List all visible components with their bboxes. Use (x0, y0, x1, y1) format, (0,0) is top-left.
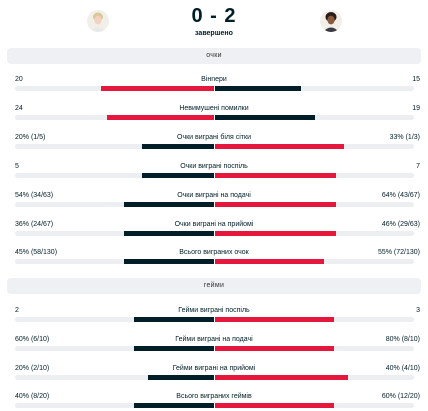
away-bar-fill (215, 346, 334, 351)
away-bar-fill (215, 375, 348, 380)
stat-row: 60% (6/10) Гейми виграні на подачі 80% (… (0, 333, 428, 357)
stat-label: Гейми виграні на подачі (175, 336, 253, 343)
away-value: 33% (1/3) (389, 134, 420, 141)
away-value: 7 (416, 163, 420, 170)
stat-label: Очки виграні біля сітки (177, 134, 251, 141)
match-status: завершено (195, 30, 233, 37)
stat-label: Гейми виграні поспіль (178, 307, 250, 314)
home-value: 60% (6/10) (15, 336, 50, 343)
away-bar-fill (215, 115, 315, 120)
stat-row: 20% (2/10) Гейми виграні на прийомі 40% … (0, 362, 428, 386)
stat-label: Всього виграних геймів (176, 393, 252, 400)
home-value: 40% (8/20) (15, 393, 50, 400)
stat-row: 36% (24/67) Очки виграні на прийомі 46% … (0, 218, 428, 242)
home-bar-track (15, 231, 214, 236)
match-score: 0 - 2 (191, 5, 237, 27)
stat-label: Очки виграні на прийомі (174, 221, 254, 228)
stat-label: Гейми виграні на прийомі (172, 365, 256, 372)
home-value: 45% (58/130) (15, 249, 58, 256)
home-bar-track (15, 144, 214, 149)
away-value: 55% (72/130) (377, 249, 420, 256)
away-bar-track (215, 144, 414, 149)
stat-label: Всього виграних очок (179, 249, 249, 256)
stat-label: Очки виграні на подачі (177, 192, 251, 199)
away-bar-track (215, 173, 414, 178)
away-bar-track (215, 317, 414, 322)
home-value: 36% (24/67) (15, 221, 54, 228)
home-bar-fill (134, 317, 214, 322)
away-bar-track (215, 403, 414, 408)
away-value: 46% (29/63) (381, 221, 420, 228)
home-bar-track (15, 259, 214, 264)
section-header-games: гейми (7, 278, 421, 294)
away-value: 64% (43/67) (381, 192, 420, 199)
home-bar-fill (124, 202, 214, 207)
away-bar-fill (215, 317, 334, 322)
home-bar-track (15, 346, 214, 351)
home-bar-fill (134, 346, 214, 351)
away-bar-fill (215, 403, 334, 408)
stat-label: Очки виграні поспіль (180, 163, 248, 170)
home-bar-track (15, 173, 214, 178)
away-bar-fill (215, 144, 344, 149)
away-bar-fill (215, 173, 336, 178)
home-bar-fill (101, 86, 214, 91)
match-header: 0 - 2 завершено (0, 0, 428, 44)
stat-row: 40% (8/20) Всього виграних геймів 60% (1… (0, 390, 428, 411)
away-bar-track (215, 115, 414, 120)
away-bar-track (215, 86, 414, 91)
away-player-avatar[interactable] (320, 10, 342, 32)
home-bar-fill (134, 403, 214, 408)
away-value: 19 (412, 105, 420, 112)
away-value: 15 (412, 76, 420, 83)
away-bar-fill (215, 202, 336, 207)
home-value: 20% (2/10) (15, 365, 50, 372)
away-bar-track (215, 259, 414, 264)
away-bar-track (215, 375, 414, 380)
home-value: 2 (15, 307, 19, 314)
away-value: 3 (416, 307, 420, 314)
stat-label: Невимушені помилки (179, 105, 249, 112)
away-value: 60% (12/20) (381, 393, 420, 400)
home-bar-fill (142, 173, 214, 178)
stat-row: 20% (1/5) Очки виграні біля сітки 33% (1… (0, 131, 428, 155)
home-bar-fill (107, 115, 214, 120)
section-header-points: очки (7, 48, 421, 64)
home-value: 20 (15, 76, 23, 83)
away-bar-track (215, 231, 414, 236)
stat-row: 2 Гейми виграні поспіль 3 (0, 304, 428, 328)
home-bar-fill (124, 259, 214, 264)
home-value: 20% (1/5) (15, 134, 46, 141)
stat-row: 5 Очки виграні поспіль 7 (0, 160, 428, 184)
home-bar-fill (124, 231, 214, 236)
home-bar-track (15, 317, 214, 322)
home-bar-fill (148, 375, 214, 380)
stat-row: 54% (34/63) Очки виграні на подачі 64% (… (0, 189, 428, 213)
away-value: 40% (4/10) (385, 365, 420, 372)
stat-label: Вінneри (201, 76, 227, 83)
home-value: 24 (15, 105, 23, 112)
home-bar-track (15, 403, 214, 408)
home-player-avatar[interactable] (87, 10, 109, 32)
away-bar-fill (215, 231, 336, 236)
home-bar-track (15, 86, 214, 91)
home-value: 54% (34/63) (15, 192, 54, 199)
away-bar-track (215, 346, 414, 351)
stat-row: 45% (58/130) Всього виграних очок 55% (7… (0, 246, 428, 270)
home-bar-track (15, 375, 214, 380)
away-bar-fill (215, 86, 301, 91)
away-bar-track (215, 202, 414, 207)
home-bar-track (15, 115, 214, 120)
away-value: 80% (8/10) (385, 336, 420, 343)
away-bar-fill (215, 259, 324, 264)
stat-row: 20 Вінneри 15 (0, 73, 428, 97)
home-bar-track (15, 202, 214, 207)
home-value: 5 (15, 163, 19, 170)
home-bar-fill (142, 144, 214, 149)
stat-row: 24 Невимушені помилки 19 (0, 102, 428, 126)
